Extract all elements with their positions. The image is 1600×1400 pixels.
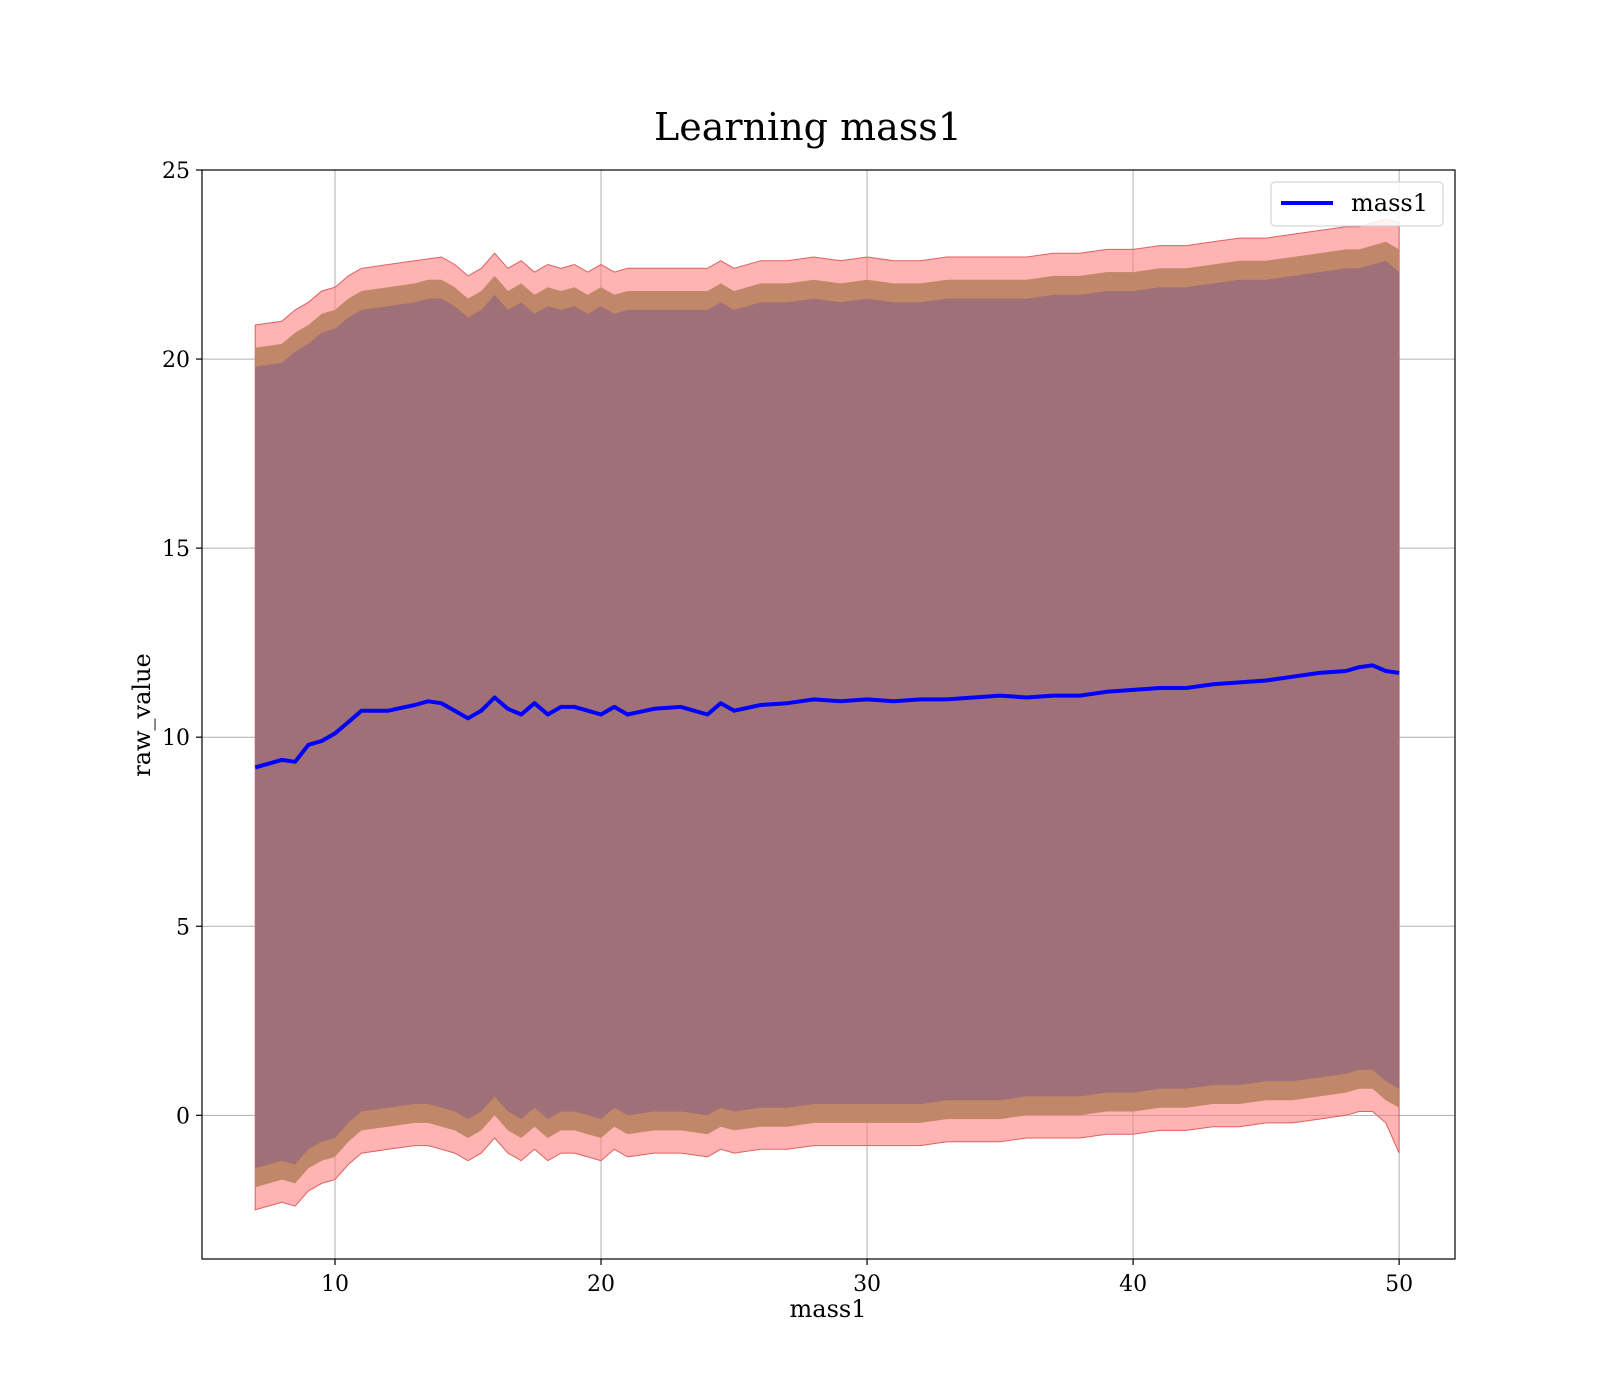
legend-label-mass1: mass1 bbox=[1351, 189, 1428, 217]
y-axis-ticks: 0 5 10 15 20 25 bbox=[162, 159, 202, 1129]
y-tick-label: 20 bbox=[162, 348, 190, 373]
band-inner bbox=[255, 260, 1400, 1169]
y-tick-label: 10 bbox=[162, 726, 190, 751]
series-lines bbox=[254, 663, 1400, 770]
x-tick-label: 20 bbox=[587, 1272, 615, 1297]
y-axis-label: raw_value bbox=[128, 653, 156, 777]
chart-title: Learning mass1 bbox=[654, 105, 962, 149]
y-tick-label: 5 bbox=[176, 915, 190, 940]
x-tick-label: 10 bbox=[321, 1272, 349, 1297]
x-tick-label: 30 bbox=[853, 1272, 881, 1297]
y-tick-label: 0 bbox=[176, 1104, 190, 1129]
legend-box bbox=[1270, 181, 1444, 227]
x-tick-label: 50 bbox=[1385, 1272, 1413, 1297]
x-axis-label: mass1 bbox=[790, 1295, 867, 1323]
x-axis-ticks: 10 20 30 40 50 bbox=[321, 1259, 1413, 1297]
y-tick-label: 25 bbox=[162, 159, 190, 184]
confidence-bands bbox=[254, 218, 1400, 1211]
y-tick-label: 15 bbox=[162, 537, 190, 562]
x-tick-label: 40 bbox=[1119, 1272, 1147, 1297]
legend: mass1 bbox=[1270, 181, 1444, 227]
series-line-mass1 bbox=[254, 663, 1400, 770]
plot-frame bbox=[201, 169, 1456, 1260]
